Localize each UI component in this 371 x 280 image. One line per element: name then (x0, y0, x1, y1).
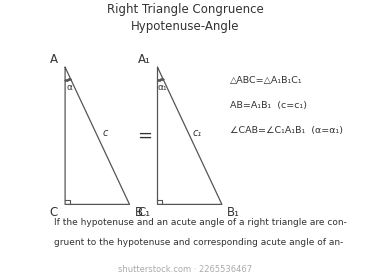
Text: α₁: α₁ (157, 83, 167, 92)
Text: =: = (137, 127, 152, 145)
Text: A: A (50, 53, 58, 66)
Text: C₁: C₁ (137, 206, 151, 219)
Text: △ABC=△A₁B₁C₁: △ABC=△A₁B₁C₁ (230, 76, 303, 85)
Text: c₁: c₁ (193, 128, 202, 138)
Text: B₁: B₁ (227, 206, 240, 219)
Text: AB=A₁B₁  (c=c₁): AB=A₁B₁ (c=c₁) (230, 101, 307, 110)
Text: If the hypotenuse and an acute angle of a right triangle are con-: If the hypotenuse and an acute angle of … (54, 218, 347, 227)
Text: A₁: A₁ (138, 53, 151, 66)
Text: C: C (50, 206, 58, 219)
Text: α: α (67, 83, 73, 92)
Text: c: c (102, 128, 108, 138)
Text: ∠CAB=∠C₁A₁B₁  (α=α₁): ∠CAB=∠C₁A₁B₁ (α=α₁) (230, 126, 343, 135)
Text: gruent to the hypotenuse and corresponding acute angle of an-: gruent to the hypotenuse and correspondi… (54, 238, 343, 247)
Text: Hypotenuse-Angle: Hypotenuse-Angle (131, 20, 240, 32)
Text: shutterstock.com · 2265536467: shutterstock.com · 2265536467 (118, 265, 253, 274)
Text: B: B (135, 206, 143, 219)
Text: Right Triangle Congruence: Right Triangle Congruence (107, 3, 264, 16)
